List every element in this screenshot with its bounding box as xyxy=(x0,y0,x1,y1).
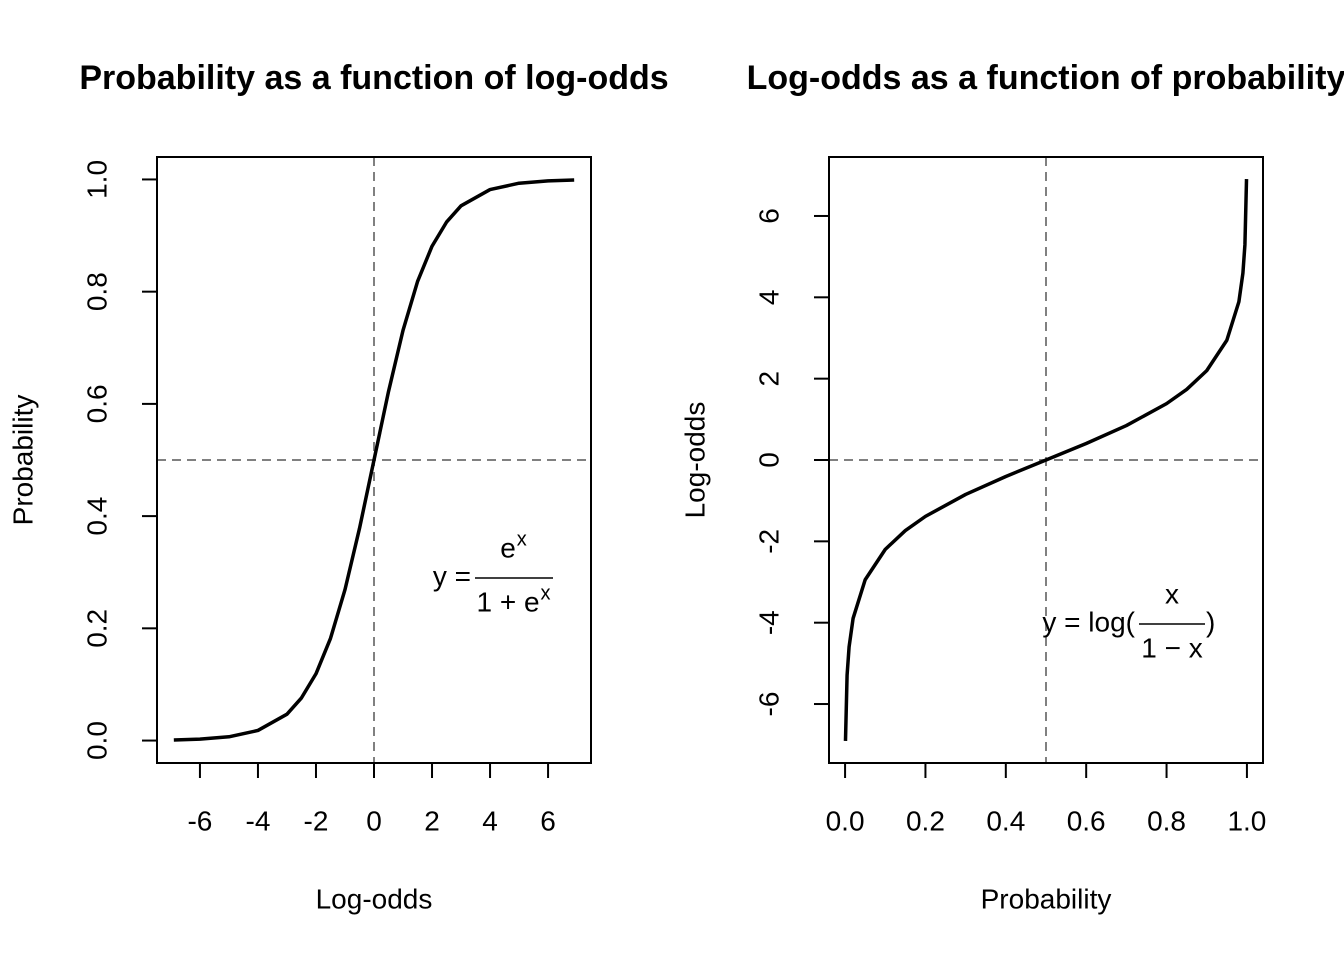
formula-text: ) xyxy=(1206,606,1215,637)
formula-text: e xyxy=(500,532,516,563)
formula-text: x xyxy=(1165,578,1179,609)
y-tick-label: 0.8 xyxy=(81,272,112,311)
x-tick-label: 6 xyxy=(540,805,556,836)
x-tick-label: 0.4 xyxy=(986,805,1025,836)
y-tick-label: 4 xyxy=(753,290,784,306)
y-tick-label: 0 xyxy=(753,452,784,468)
x-tick-label: 1.0 xyxy=(1227,805,1266,836)
y-tick-label: 0.6 xyxy=(81,384,112,423)
formula-text: y = xyxy=(433,560,471,591)
y-tick-label: 6 xyxy=(753,208,784,224)
x-axis-label: Log-odds xyxy=(316,883,433,914)
y-tick-label: 0.2 xyxy=(81,609,112,648)
x-tick-label: 2 xyxy=(424,805,440,836)
formula-superscript: x xyxy=(541,582,551,604)
y-tick-label: -6 xyxy=(753,692,784,717)
y-axis-label: Probability xyxy=(7,395,38,526)
x-tick-label: 0.6 xyxy=(1067,805,1106,836)
x-tick-label: 0 xyxy=(366,805,382,836)
y-tick-label: -2 xyxy=(753,529,784,554)
chart-title: Probability as a function of log-odds xyxy=(79,59,668,97)
x-tick-label: -6 xyxy=(187,805,212,836)
formula-text: 1 + e xyxy=(476,586,539,617)
panel: Log-odds as a function of probability 0.0… xyxy=(679,59,1344,914)
x-tick-label: -4 xyxy=(246,805,271,836)
formula-text: 1 − x xyxy=(1141,632,1202,663)
x-tick-label: 4 xyxy=(482,805,498,836)
y-tick-label: 0.0 xyxy=(81,721,112,760)
y-tick-label: 2 xyxy=(753,371,784,387)
chart-title: Log-odds as a function of probability xyxy=(747,59,1344,97)
curve xyxy=(843,179,1249,741)
curve xyxy=(173,178,575,742)
x-tick-label: 0.2 xyxy=(906,805,945,836)
x-tick-label: -2 xyxy=(304,805,329,836)
y-axis-label: Log-odds xyxy=(679,402,710,519)
y-tick-label: 1.0 xyxy=(81,160,112,199)
panel: Probability as a function of log-odds -6 -… xyxy=(7,59,668,914)
x-tick-label: 0.0 xyxy=(826,805,865,836)
y-tick-label: 0.4 xyxy=(81,497,112,536)
formula-text: y = log( xyxy=(1042,606,1135,637)
x-axis-label: Probability xyxy=(981,883,1112,914)
x-tick-label: 0.8 xyxy=(1147,805,1186,836)
y-tick-label: -4 xyxy=(753,610,784,635)
formula-superscript: x xyxy=(517,528,527,550)
